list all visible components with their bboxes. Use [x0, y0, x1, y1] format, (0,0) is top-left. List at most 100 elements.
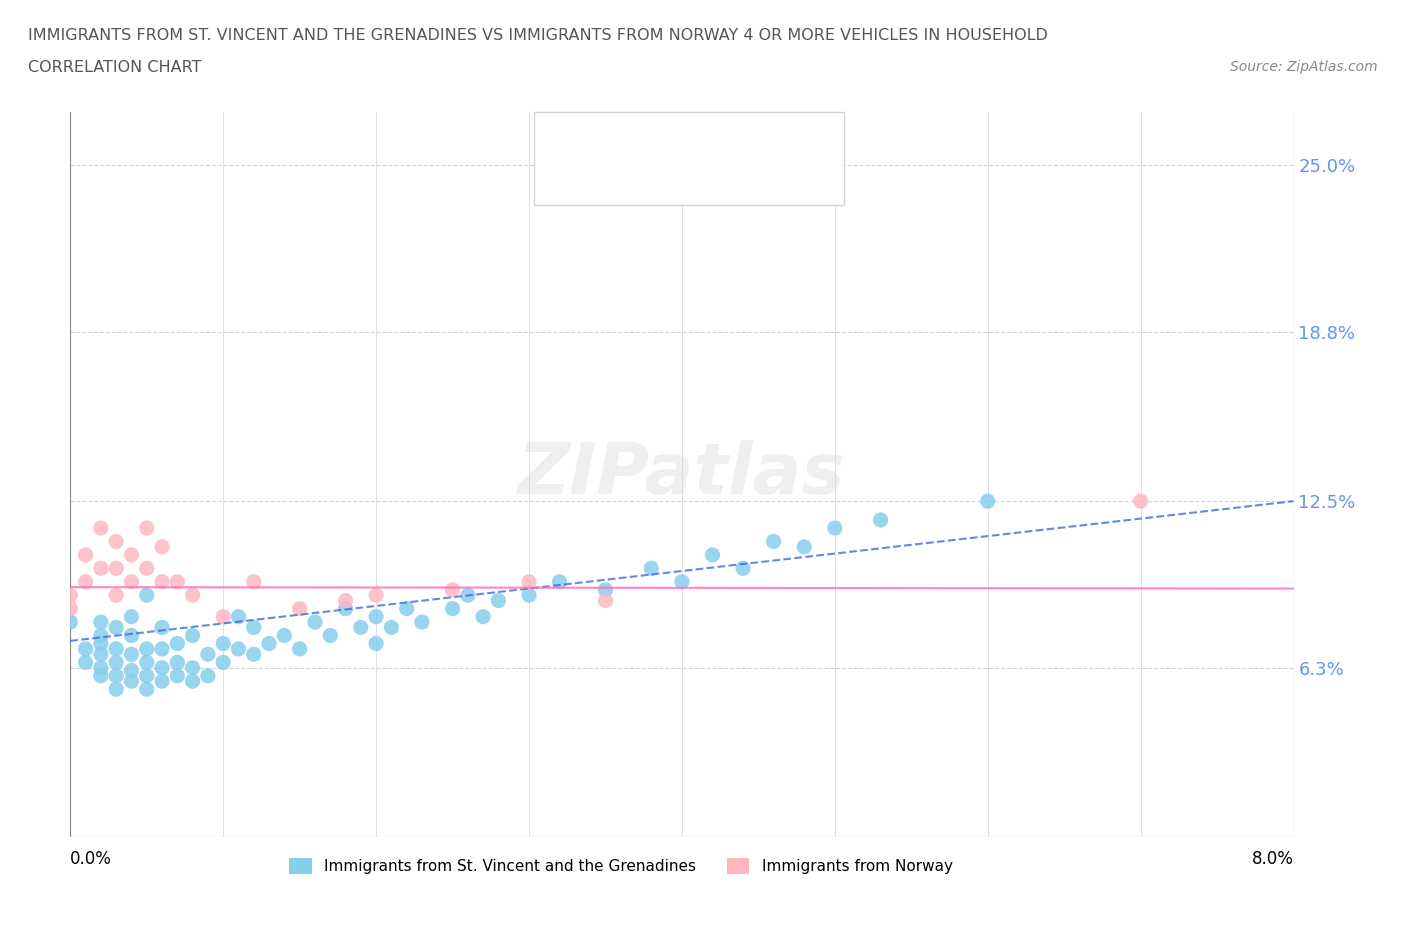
Point: [150, 539, 173, 554]
Point: [121, 609, 143, 624]
Point: [105, 669, 128, 684]
Point: [548, 575, 571, 590]
Point: [212, 609, 235, 624]
Point: [197, 669, 219, 684]
Text: Source: ZipAtlas.com: Source: ZipAtlas.com: [1230, 60, 1378, 74]
Point: [121, 548, 143, 563]
Point: [366, 636, 388, 651]
Point: [166, 655, 188, 670]
Point: [731, 561, 754, 576]
Point: [793, 539, 815, 554]
Point: [273, 628, 295, 643]
Legend: Immigrants from St. Vincent and the Grenadines, Immigrants from Norway: Immigrants from St. Vincent and the Gren…: [283, 852, 959, 880]
Point: [671, 575, 693, 590]
Point: [90, 647, 112, 662]
Point: [824, 521, 846, 536]
Point: [517, 575, 540, 590]
Point: [121, 575, 143, 590]
Text: IMMIGRANTS FROM ST. VINCENT AND THE GRENADINES VS IMMIGRANTS FROM NORWAY 4 OR MO: IMMIGRANTS FROM ST. VINCENT AND THE GREN…: [28, 28, 1047, 43]
Point: [228, 609, 250, 624]
Point: [59, 615, 82, 630]
Point: [135, 521, 157, 536]
Point: [121, 628, 143, 643]
Point: [212, 636, 235, 651]
Point: [166, 636, 188, 651]
Text: 0.0%: 0.0%: [70, 850, 112, 868]
Text: R =  0.154   N = 70: R = 0.154 N = 70: [576, 128, 749, 143]
Text: R =  -0.013   N = 26: R = -0.013 N = 26: [576, 167, 759, 182]
Point: [335, 593, 357, 608]
Point: [380, 620, 402, 635]
Point: [105, 620, 128, 635]
Point: [90, 660, 112, 675]
Point: [75, 575, 97, 590]
Point: [595, 593, 617, 608]
Point: [181, 628, 204, 643]
Point: [212, 655, 235, 670]
Point: [135, 588, 157, 603]
Point: [150, 673, 173, 688]
Point: [457, 588, 479, 603]
Point: [288, 601, 311, 616]
Point: [640, 561, 662, 576]
Point: [762, 534, 785, 549]
Point: [472, 609, 495, 624]
Text: 8.0%: 8.0%: [1251, 850, 1294, 868]
Point: [150, 660, 173, 675]
Point: [105, 588, 128, 603]
Point: [488, 593, 510, 608]
Point: [105, 682, 128, 697]
Point: [59, 588, 82, 603]
Text: ■: ■: [555, 128, 574, 147]
Point: [105, 534, 128, 549]
Point: [441, 601, 464, 616]
Point: [702, 548, 724, 563]
Point: [243, 647, 266, 662]
Point: [181, 660, 204, 675]
Point: [135, 669, 157, 684]
Point: [366, 588, 388, 603]
Point: [350, 620, 373, 635]
Point: [181, 588, 204, 603]
Point: [75, 655, 97, 670]
Point: [411, 615, 433, 630]
Point: [1129, 494, 1152, 509]
Point: [150, 575, 173, 590]
Point: [976, 494, 998, 509]
Point: [243, 620, 266, 635]
Point: [90, 521, 112, 536]
Point: [135, 682, 157, 697]
Point: [90, 669, 112, 684]
Point: [135, 561, 157, 576]
Point: [150, 642, 173, 657]
Point: [75, 642, 97, 657]
Point: [105, 655, 128, 670]
Point: [121, 663, 143, 678]
Point: [288, 642, 311, 657]
Point: [243, 575, 266, 590]
Point: [90, 561, 112, 576]
Point: [166, 575, 188, 590]
Point: [90, 628, 112, 643]
Point: [335, 601, 357, 616]
Point: [595, 582, 617, 597]
Point: [441, 582, 464, 597]
Point: [135, 655, 157, 670]
Point: [366, 609, 388, 624]
Point: [90, 615, 112, 630]
Text: ■: ■: [555, 167, 574, 186]
Point: [197, 647, 219, 662]
Point: [59, 601, 82, 616]
Point: [105, 642, 128, 657]
Point: [319, 628, 342, 643]
Point: [121, 647, 143, 662]
Point: [105, 561, 128, 576]
Point: [121, 673, 143, 688]
Point: [257, 636, 280, 651]
Point: [75, 548, 97, 563]
Point: [135, 642, 157, 657]
Point: [150, 620, 173, 635]
Point: [869, 512, 891, 527]
Point: [395, 601, 418, 616]
Point: [228, 642, 250, 657]
